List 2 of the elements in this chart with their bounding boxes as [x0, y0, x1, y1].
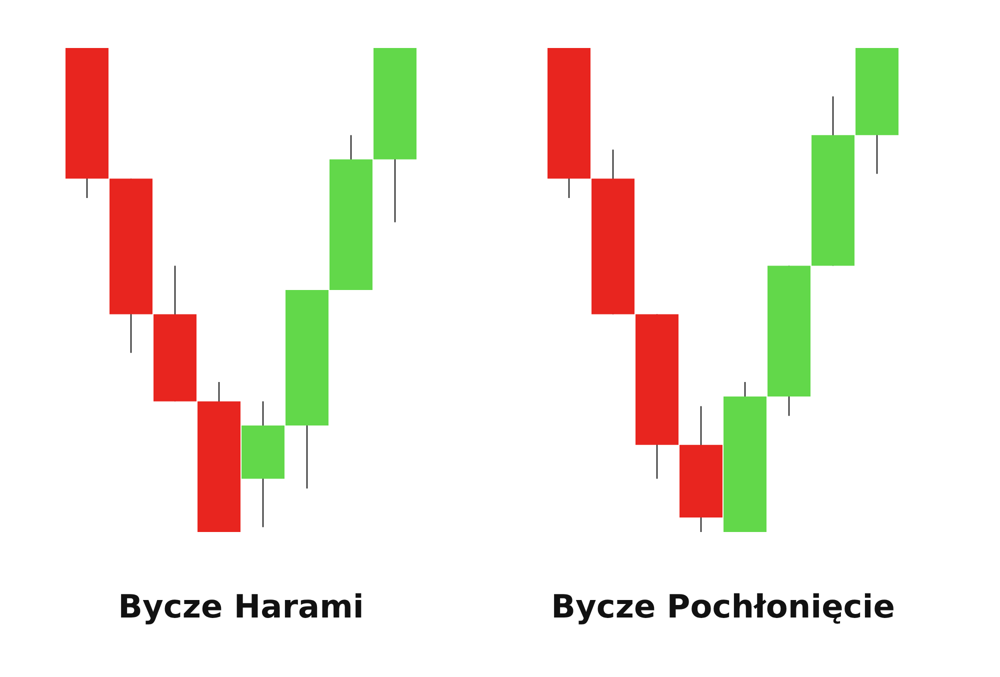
text: Bycze Pochłonięcie: [551, 588, 895, 626]
text: Bycze Harami: [118, 588, 364, 626]
